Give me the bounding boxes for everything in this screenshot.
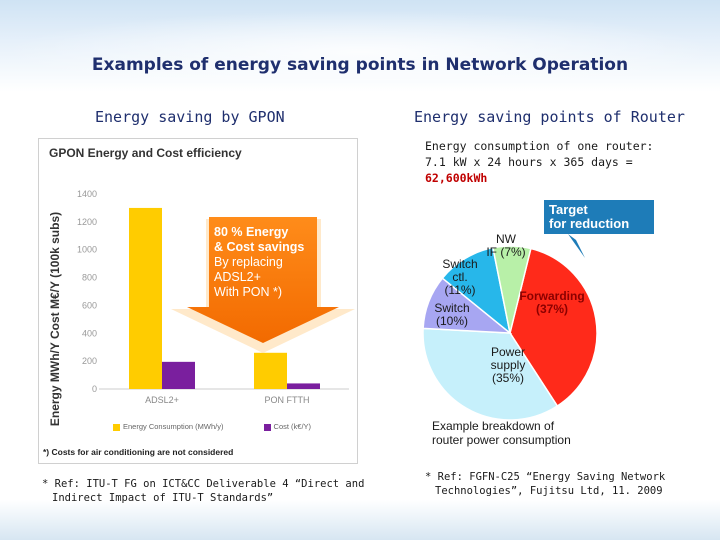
pie-label-4: NW IF (7%) [486,232,525,259]
y-tick-label: 1200 [77,217,97,227]
y-tick-label: 800 [82,273,97,283]
gpon-chart: GPON Energy and Cost efficiency Energy M… [38,138,358,464]
header-background [0,0,720,92]
y-tick-label: 600 [82,300,97,310]
bar-cost-0 [162,361,195,389]
y-tick-label: 400 [82,328,97,338]
bar-cost-1 [287,383,320,389]
y-tick-label: 200 [82,356,97,366]
reference-right: * Ref: FGFN-C25 “Energy Saving Network T… [425,470,665,498]
x-tick-label: ADSL2+ [145,395,179,405]
right-subtitle: Energy saving points of Router [414,108,685,126]
pie-label-2: Switch (10%) [434,301,469,328]
callout-line-1: 80 % Energy [214,225,289,239]
chart-title: GPON Energy and Cost efficiency [49,146,242,160]
gpon-bar-plot: 0 200 400 600 800 1000 1200 1400 ADSL2+ PON FTTH [77,189,355,405]
pie-caption-line-2: router power consumption [432,433,571,447]
router-text-total: 62,600kWh [425,171,488,185]
left-subtitle: Energy saving by GPON [95,108,285,126]
y-tick-label: 1000 [77,245,97,255]
target-pointer [568,234,585,258]
reference-left: * Ref: ITU-T FG on ICT&CC Deliverable 4 … [42,477,364,505]
y-tick-label: 0 [92,384,97,394]
legend-swatch-cost [263,423,271,431]
legend-swatch-energy [113,423,120,431]
target-label-line-2: for reduction [549,216,630,231]
callout-line-4: ADSL2+ [214,270,261,284]
chart-legend: Energy Consumption (MWh/y) Cost (k€/Y) [113,422,349,431]
legend-label-cost: Cost (k€/Y) [273,422,312,431]
callout-line-5: With PON *) [214,285,283,299]
slide-title: Examples of energy saving points in Netw… [91,55,629,75]
router-text-line-1: Energy consumption of one router: [425,139,654,153]
x-tick-label: PON FTTH [265,395,310,405]
pie-caption-line-1: Example breakdown of [432,419,555,433]
savings-arrow [171,217,355,353]
pie-slice-4 [492,245,532,334]
pie-label-0: Forwarding (37%) [519,289,584,316]
savings-callout: 80 % Energy & Cost savings By replacing … [214,225,304,300]
pie-label-1: Power supply (35%) [491,345,526,385]
arrow-shape [187,217,339,343]
bar-energy-0 [129,207,162,389]
pie-slice-0 [509,247,598,408]
bar-energy-1 [254,352,287,389]
router-text-line-2: 7.1 kW x 24 hours x 365 days = [425,155,633,169]
pie-caption: Example breakdown of router power consum… [432,419,571,447]
y-tick-label: 1400 [77,189,97,199]
footer-background [0,500,720,540]
gpon-footnote: *) Costs for air conditioning are not co… [43,447,234,457]
legend-item-energy: Energy Consumption (MWh/y) [113,422,223,431]
router-energy-text: Energy consumption of one router: 7.1 kW… [425,138,653,186]
target-label: Target for reduction [544,200,654,234]
target-label-line-1: Target [549,202,588,217]
reference-left-line-2: Indirect Impact of ITU-T Standards” [52,492,274,504]
pie-slice-1 [422,327,559,421]
pie-label-3: Switch ctl. (11%) [442,257,477,297]
callout-line-3: By replacing [214,255,283,269]
reference-right-line-1: * Ref: FGFN-C25 “Energy Saving Network [425,471,666,483]
legend-item-cost: Cost (k€/Y) [263,422,312,431]
reference-right-line-2: Technologies”, Fujitsu Ltd, 11. 2009 [435,485,663,497]
reference-left-line-1: * Ref: ITU-T FG on ICT&CC Deliverable 4 … [42,478,365,490]
legend-label-energy: Energy Consumption (MWh/y) [123,422,224,431]
callout-line-2: & Cost savings [214,240,305,254]
